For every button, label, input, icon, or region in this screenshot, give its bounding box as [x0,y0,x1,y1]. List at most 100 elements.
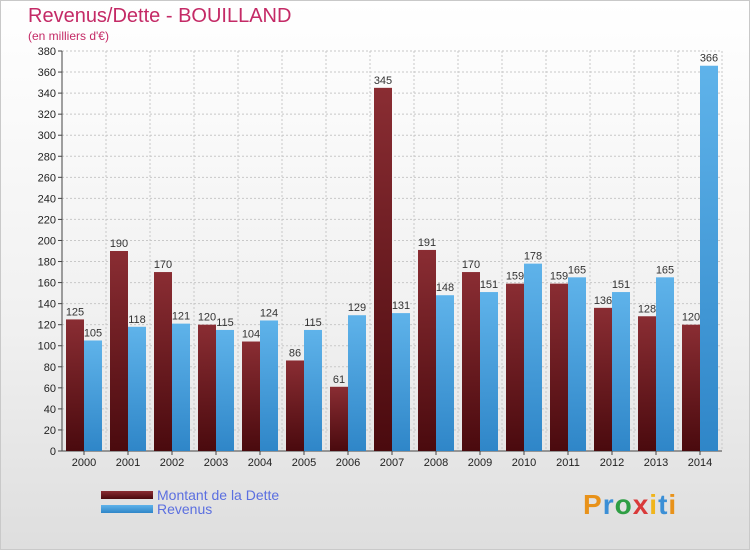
x-tick-label: 2007 [380,457,404,469]
bar-dette [242,341,260,451]
bar-revenus [348,315,366,451]
x-tick-label: 2006 [336,457,360,469]
data-label: 151 [612,279,630,291]
data-label: 190 [110,238,128,250]
y-tick-label: 180 [38,257,56,269]
x-tick-label: 2013 [644,457,668,469]
x-tick-label: 2008 [424,457,448,469]
data-label: 129 [348,302,366,314]
logo-letter: i [668,489,678,520]
y-tick-label: 380 [38,46,56,58]
data-label: 61 [333,374,345,386]
legend-label-dette: Montant de la Dette [157,487,280,503]
data-label: 118 [128,314,146,326]
bar-revenus [84,340,102,451]
bar-dette [462,272,480,451]
legend-swatch-revenus [101,505,153,513]
bar-dette [198,324,216,451]
logo-letter: i [649,489,659,520]
bar-revenus [260,320,278,451]
y-tick-label: 340 [38,88,56,100]
bars [66,65,718,451]
bar-revenus [172,323,190,451]
y-tick-label: 300 [38,130,56,142]
data-label: 120 [682,312,700,324]
bar-dette [154,272,172,451]
data-label: 121 [172,311,190,323]
data-label: 345 [374,75,392,87]
x-tick-label: 2012 [600,457,624,469]
legend-item-dette: Montant de la Dette [101,487,279,503]
y-tick-label: 60 [44,383,56,395]
y-tick-label: 280 [38,151,56,163]
logo-letter: o [614,489,633,520]
y-tick-label: 240 [38,193,56,205]
bar-dette [638,316,656,451]
bar-revenus [700,65,718,451]
bar-dette [66,319,84,451]
bar-revenus [128,326,146,451]
x-tick-label: 2004 [248,457,272,469]
x-tick-label: 2010 [512,457,536,469]
x-tick-label: 2001 [116,457,140,469]
y-tick-label: 40 [44,404,56,416]
bar-dette [110,251,128,451]
data-label: 159 [550,271,568,283]
legend-item-revenus: Revenus [101,501,212,517]
bar-dette [418,249,436,451]
legend-label-revenus: Revenus [157,501,213,517]
x-tick-label: 2003 [204,457,228,469]
bar-dette [286,360,304,451]
y-tick-label: 220 [38,214,56,226]
bar-revenus [436,295,454,451]
y-tick-label: 260 [38,172,56,184]
bar-dette [550,283,568,451]
data-label: 86 [289,347,301,359]
data-label: 124 [260,307,278,319]
bar-dette [506,283,524,451]
x-tick-label: 2002 [160,457,184,469]
data-label: 366 [700,53,718,65]
data-label: 115 [216,317,234,329]
data-label: 105 [84,327,102,339]
bar-revenus [524,263,542,451]
bar-revenus [480,292,498,451]
data-labels: 125 190 170 120 104 86 61 345 191 170 159 159 136 128… [66,53,718,386]
y-tick-label: 20 [44,425,56,437]
data-label: 151 [480,279,498,291]
bar-revenus [612,292,630,451]
y-tick-label: 120 [38,320,56,332]
x-tick-label: 2014 [688,457,712,469]
bar-revenus [568,277,586,451]
proxiti-logo: Proxiti [583,489,677,521]
bar-revenus [656,277,674,451]
data-label: 170 [462,259,480,271]
bar-dette [594,307,612,451]
data-label: 115 [304,317,322,329]
bar-dette [682,324,700,451]
bar-revenus [304,329,322,451]
logo-letter: t [658,489,669,520]
data-label: 178 [524,251,542,263]
y-tick-label: 100 [38,341,56,353]
y-tick-label: 200 [38,235,56,247]
y-tick-label: 160 [38,278,56,290]
y-tick-label: 80 [44,362,56,374]
data-label: 165 [568,264,586,276]
logo-letter: P [583,489,603,520]
data-label: 120 [198,312,216,324]
data-label: 125 [66,306,84,318]
bar-revenus [392,313,410,451]
data-label: 148 [436,282,454,294]
logo-letter: x [632,489,650,520]
bar-revenus [216,329,234,451]
data-label: 159 [506,271,524,283]
y-tick-label: 0 [50,446,56,458]
chart-title: Revenus/Dette - BOUILLAND [28,5,292,27]
bar-dette [330,386,348,451]
legend-swatch-dette [101,491,153,499]
logo-letter: r [602,489,615,520]
x-tick-label: 2011 [556,457,580,469]
data-label: 191 [418,237,436,249]
